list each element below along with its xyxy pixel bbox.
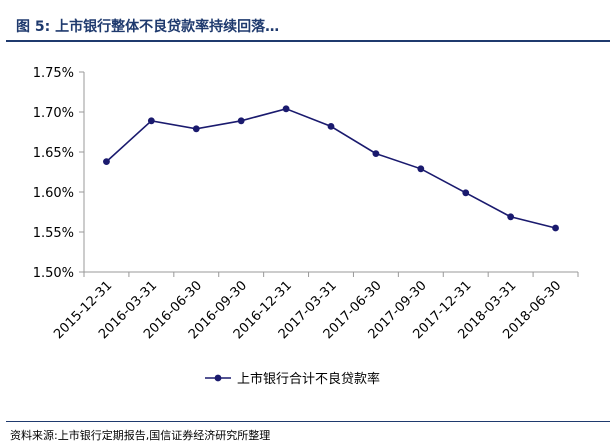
data-point [372,150,380,158]
x-axis-ticks: 2015-12-312016-03-312016-06-302016-09-30… [51,272,579,342]
series-group [103,105,559,232]
line-chart: 1.50% 1.55% 1.60% 1.65% 1.70% 1.75% 2015-12-3… [33,66,579,387]
chart-axes [83,72,578,273]
chart-legend: 上市银行合计不良贷款率 [205,371,380,387]
legend-marker [214,374,222,382]
data-point [327,123,335,130]
data-point [237,117,245,125]
y-tick-label: 1.75% [33,66,74,81]
y-tick-label: 1.50% [33,266,74,281]
data-point [282,105,290,113]
data-point [462,189,470,197]
data-point [147,117,155,125]
y-tick-label: 1.70% [33,106,74,121]
data-point [507,213,515,221]
y-tick-label: 1.55% [33,226,74,241]
y-tick-label: 1.60% [33,186,74,201]
data-point [417,165,425,173]
data-point [552,224,559,232]
data-point [103,158,110,166]
data-point [192,125,200,133]
legend-label: 上市银行合计不良贷款率 [237,371,380,387]
figure-title: 图 5: 上市银行整体不良贷款率持续回落… [16,19,280,35]
y-axis-ticks: 1.50% 1.55% 1.60% 1.65% 1.70% 1.75% [33,66,84,281]
footer-divider [6,421,610,422]
title-bar: 图 5: 上市银行整体不良贷款率持续回落… [6,10,610,42]
source-note: 资料来源:上市银行定期报告,国信证券经济研究所整理 [10,429,271,442]
y-tick-label: 1.65% [33,146,74,161]
